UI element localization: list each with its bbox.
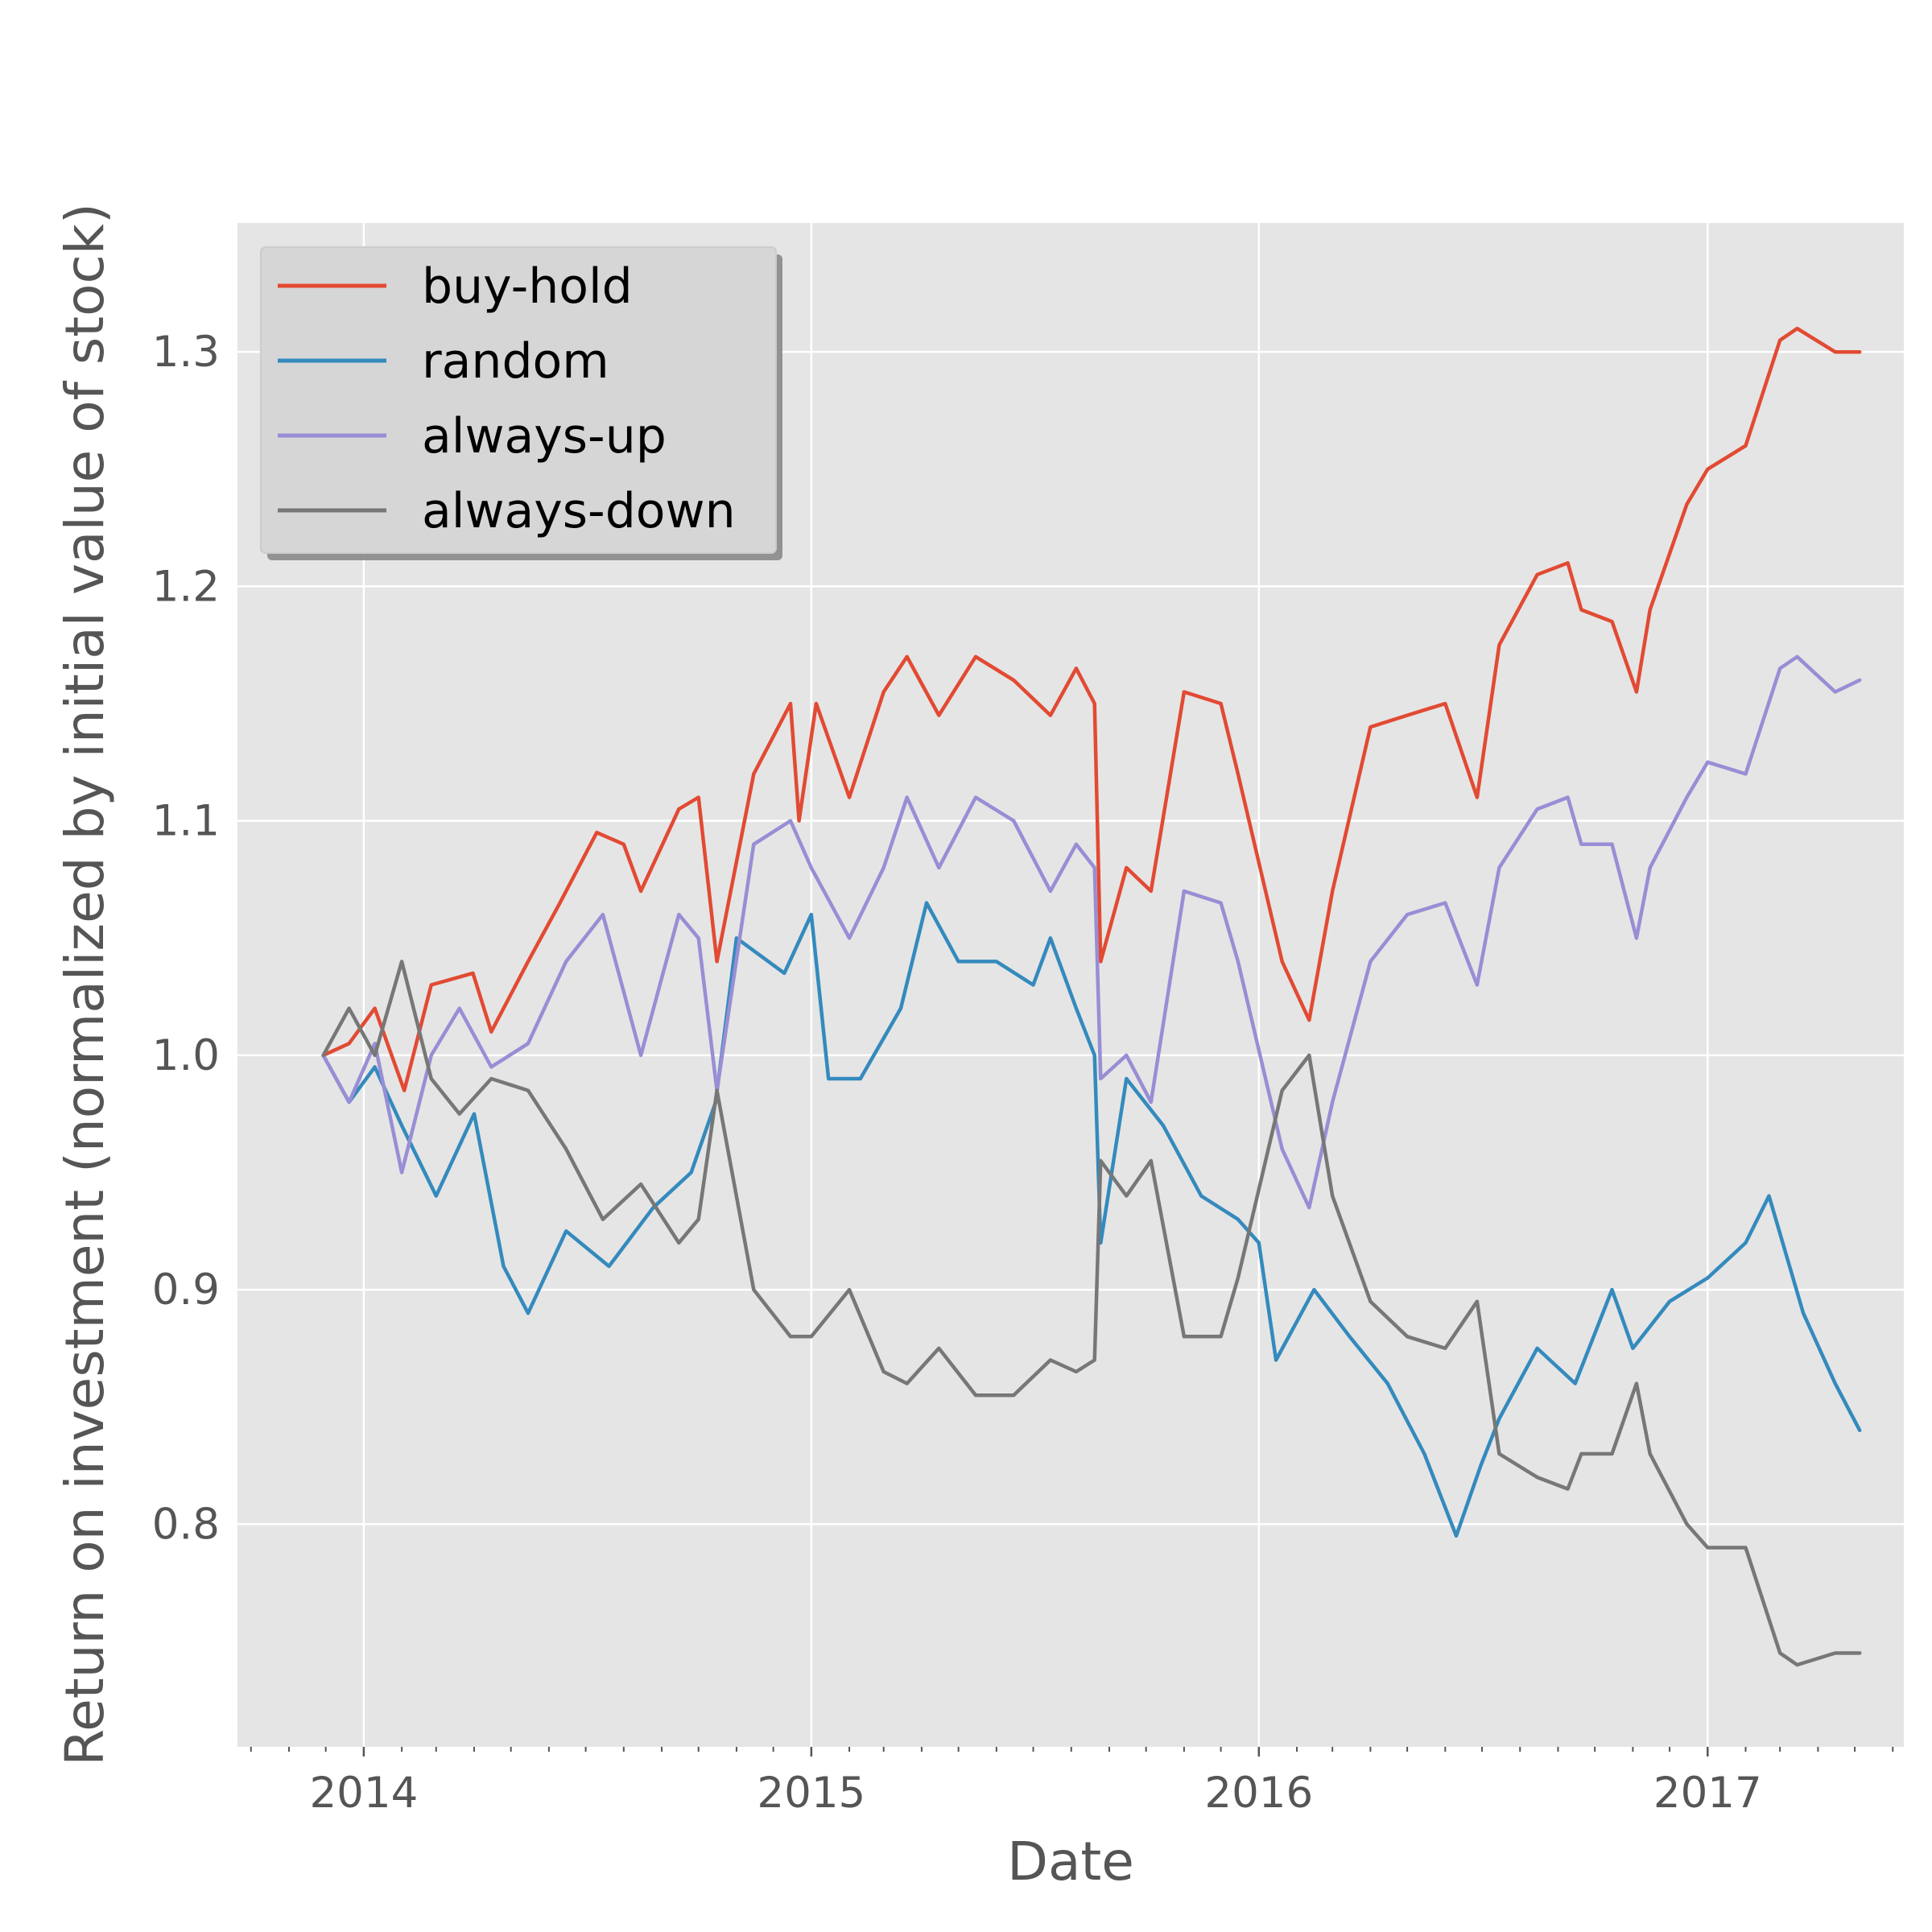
x-tick-label: 2016: [1204, 1769, 1313, 1818]
x-axis-label: Date: [1007, 1831, 1134, 1893]
x-tick-label: 2015: [757, 1769, 865, 1818]
y-tick-label: 0.8: [152, 1500, 220, 1549]
legend: buy-hold random always-up always-down: [260, 246, 782, 560]
x-tick-label: 2017: [1653, 1769, 1762, 1818]
series-line-always-up: [321, 654, 1862, 1210]
y-tick-label: 1.3: [152, 328, 220, 377]
grid-lines: [237, 223, 1904, 1747]
y-tick-label: 1.2: [152, 562, 220, 611]
legend-label-random: random: [422, 333, 609, 390]
series-line-random: [321, 901, 1862, 1538]
legend-label-buy-hold: buy-hold: [422, 258, 633, 315]
legend-box: [260, 246, 777, 554]
series-line-always-down: [321, 960, 1862, 1667]
series-line-buy-hold: [321, 326, 1862, 1092]
series-lines: [321, 326, 1862, 1667]
y-axis-ticks: 0.8 0.9 1.0 1.1 1.2 1.3: [152, 328, 220, 1549]
y-tick-label: 0.9: [152, 1265, 220, 1315]
x-axis-ticks: 2014 2015 2016 2017: [250, 1747, 1894, 1818]
y-tick-label: 1.0: [152, 1031, 220, 1080]
x-tick-label: 2014: [309, 1769, 418, 1818]
legend-label-always-up: always-up: [422, 408, 667, 464]
legend-label-always-down: always-down: [422, 483, 736, 539]
y-tick-label: 1.1: [152, 797, 220, 846]
y-axis-label: Return on investment (normalized by init…: [54, 203, 116, 1766]
